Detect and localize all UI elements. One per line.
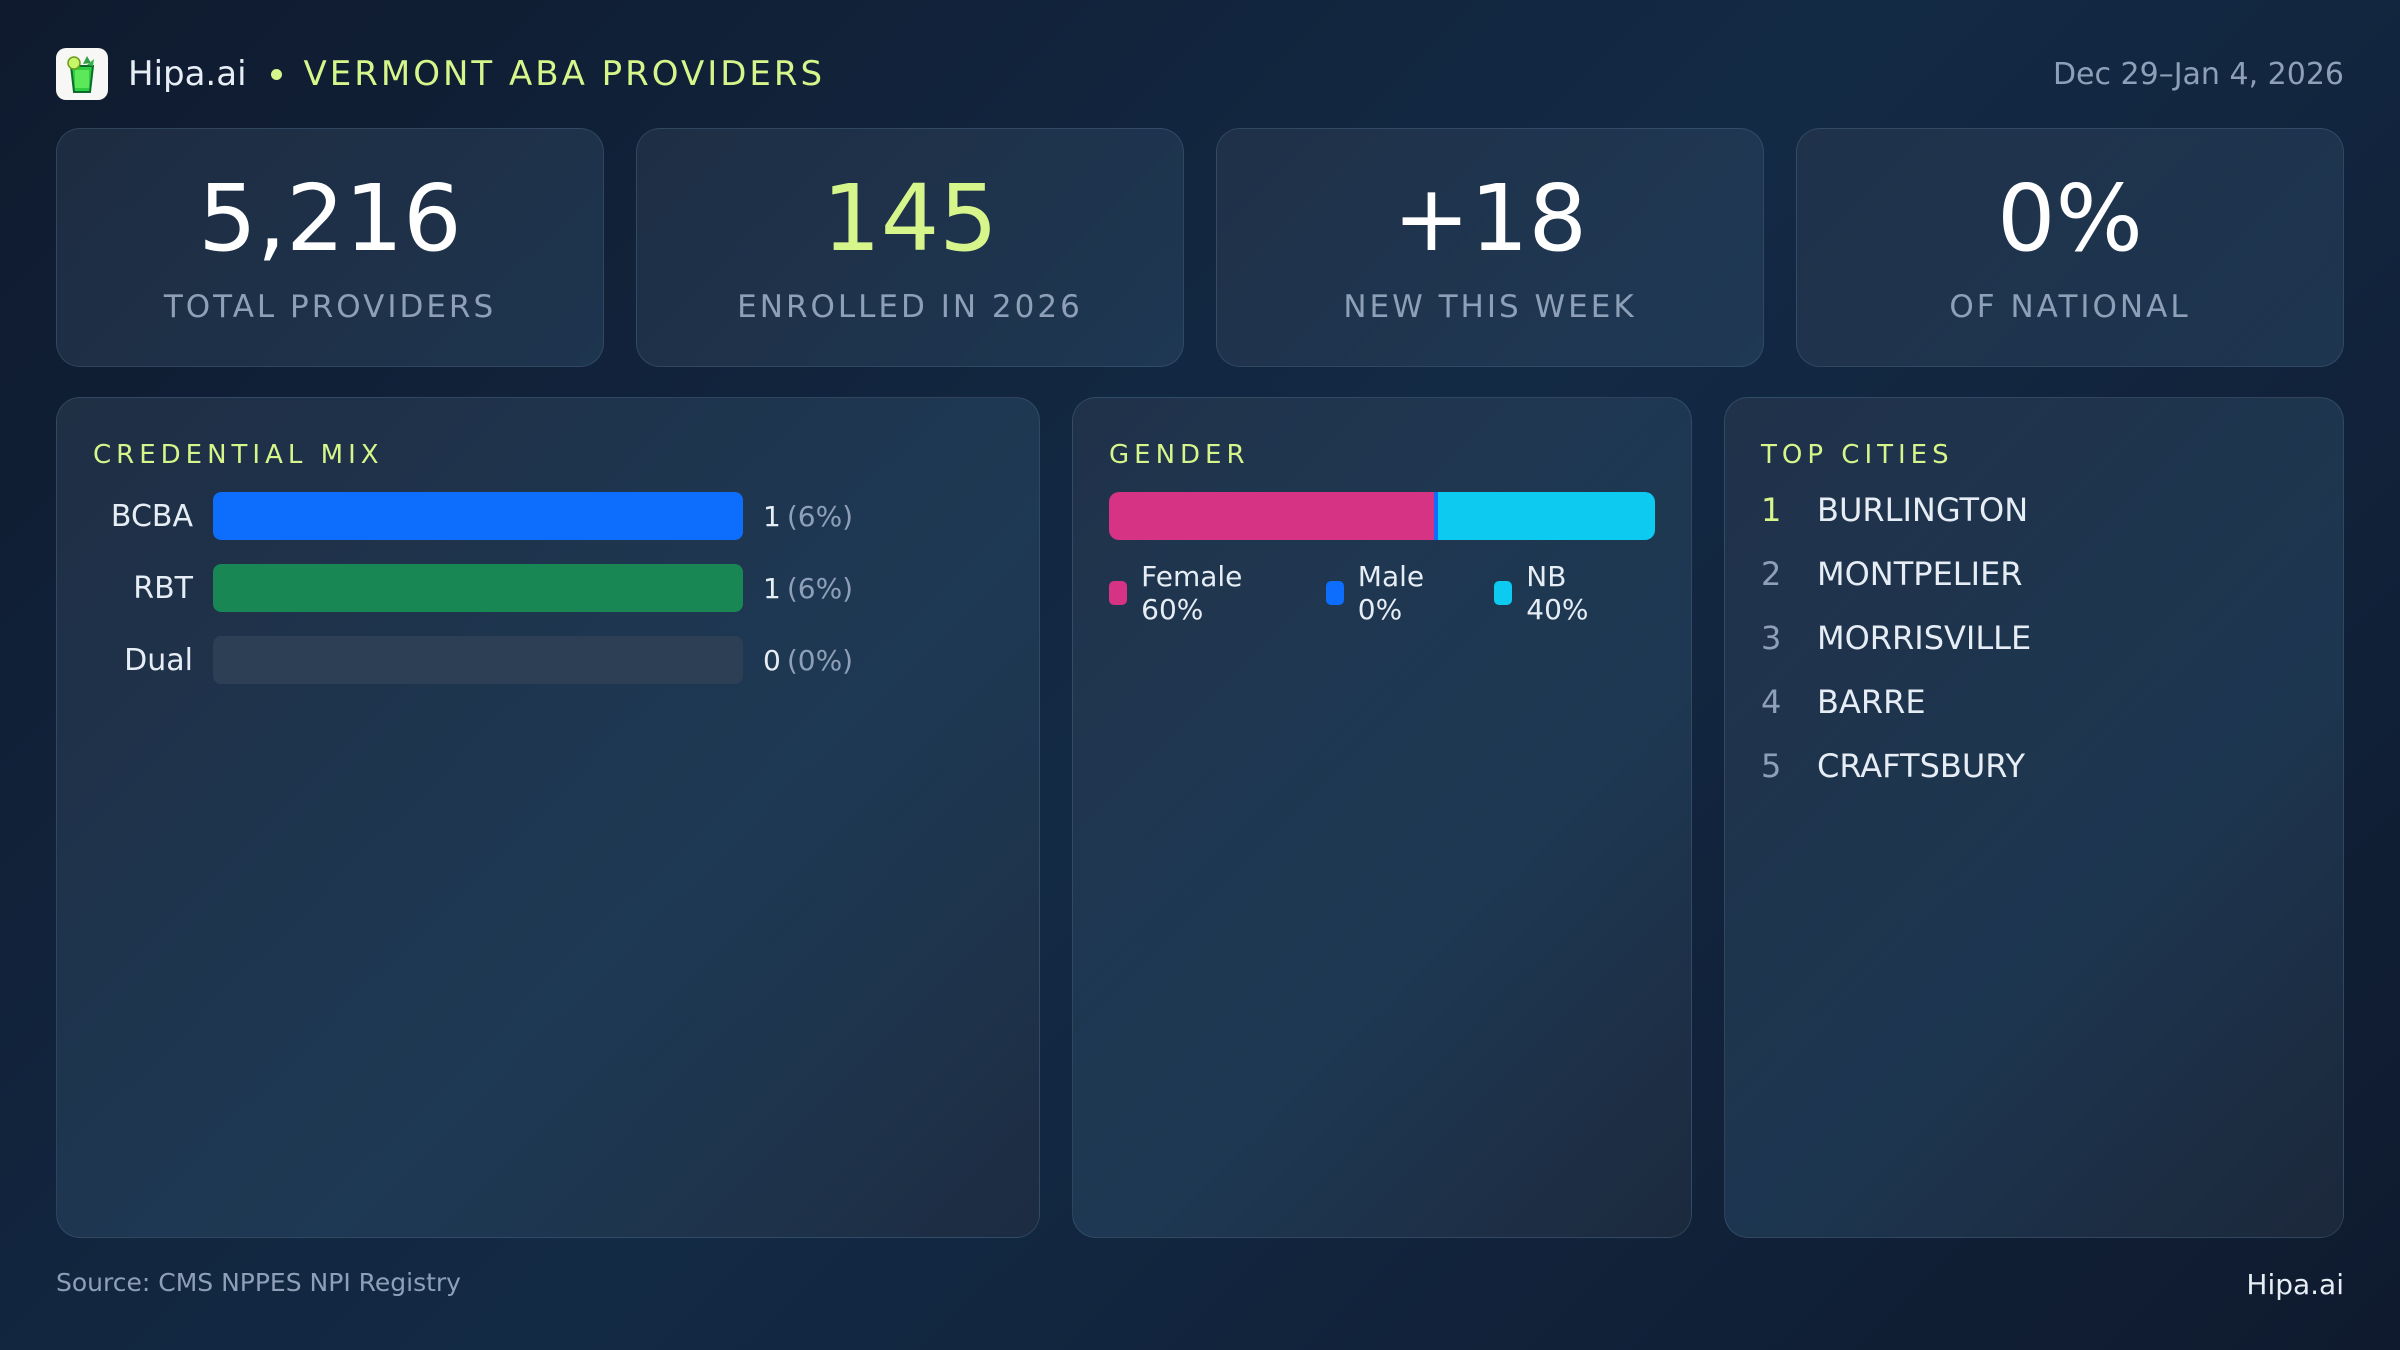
kpi-value: +18 [1392,164,1588,272]
kpi-value: 0% [1997,164,2143,272]
source-note: Source: CMS NPPES NPI Registry [56,1268,461,1297]
kpi-label: ENROLLED IN 2026 [737,288,1083,325]
bar-value: 0 (0%) [763,643,854,677]
top-cities-panel: TOP CITIES 1 BURLINGTON 2 MONTPELIER 3 MORR… [1724,397,2344,1238]
segment-male [1434,492,1439,540]
mojito-glass-icon [56,48,108,100]
bar-fill-bcba [213,492,743,540]
legend-swatch [1109,581,1128,605]
kpi-label: TOTAL PROVIDERS [163,288,497,325]
kpi-card-enrolled: 145 ENROLLED IN 2026 [636,128,1184,367]
kpi-value: 5,216 [198,164,462,272]
bar-label: BCBA [110,498,193,534]
bar-label: Dual [124,642,193,678]
bar-track [213,636,743,684]
legend-item-nb: NB 40% [1494,560,1627,626]
kpi-row: 5,216 TOTAL PROVIDERS 145 ENROLLED IN 20… [56,128,2344,367]
city-name: CRAFTSBURY [1817,747,2025,785]
panel-title: TOP CITIES [1761,440,1954,470]
city-rank: 4 [1761,683,1782,721]
legend-swatch [1325,581,1344,605]
legend-item-male: Male 0% [1325,560,1466,626]
city-list-item: 3 MORRISVILLE [1761,606,2307,670]
brand-name: Hipa.ai [128,54,247,94]
panel-title: CREDENTIAL MIX [93,440,384,470]
bar-row-rbt: RBT 1 (6%) [93,564,1003,612]
bar-track [213,564,743,612]
kpi-label: NEW THIS WEEK [1343,288,1637,325]
bar-fill-rbt [213,564,743,612]
bar-row-bcba: BCBA 1 (6%) [93,492,1003,540]
gender-panel: GENDER Female 60% Male 0% NB 40% [1072,397,1692,1238]
header: Hipa.ai VERMONT ABA PROVIDERS Dec 29–Jan… [56,48,2344,100]
kpi-card-total-providers: 5,216 TOTAL PROVIDERS [56,128,604,367]
city-rank: 5 [1761,747,1782,785]
city-name: MONTPELIER [1817,555,2023,593]
date-range: Dec 29–Jan 4, 2026 [2052,56,2344,92]
bar-row-dual: Dual 0 (0%) [93,636,1003,684]
city-rank: 1 [1761,491,1782,529]
city-list-item: 2 MONTPELIER [1761,542,2307,606]
city-name: BARRE [1817,683,1926,721]
segment-nb [1438,492,1655,540]
gender-stacked-bar [1109,492,1655,540]
credential-mix-panel: CREDENTIAL MIX BCBA 1 (6%) RBT 1 (6%) Dual… [56,397,1040,1238]
gender-legend: Female 60% Male 0% NB 40% [1109,560,1655,626]
bar-track [213,492,743,540]
separator-dot [270,68,282,80]
bar-value: 1 (6%) [763,571,854,605]
panel-title: GENDER [1109,440,1250,470]
page-title: VERMONT ABA PROVIDERS [303,54,826,94]
city-list-item: 4 BARRE [1761,670,2307,734]
footer-brand: Hipa.ai [2246,1268,2344,1301]
bar-value: 1 (6%) [763,499,854,533]
city-rank: 2 [1761,555,1782,593]
city-list-item: 5 CRAFTSBURY [1761,734,2307,798]
city-name: MORRISVILLE [1817,619,2032,657]
kpi-card-new-this-week: +18 NEW THIS WEEK [1216,128,1764,367]
kpi-value: 145 [822,164,998,272]
segment-female [1109,492,1435,540]
legend-swatch [1494,581,1513,605]
legend-item-female: Female 60% [1109,560,1298,626]
city-name: BURLINGTON [1817,491,2029,529]
kpi-card-of-national: 0% OF NATIONAL [1796,128,2344,367]
bar-label: RBT [133,570,193,606]
city-rank: 3 [1761,619,1782,657]
city-list-item: 1 BURLINGTON [1761,478,2307,542]
kpi-label: OF NATIONAL [1949,288,2191,325]
